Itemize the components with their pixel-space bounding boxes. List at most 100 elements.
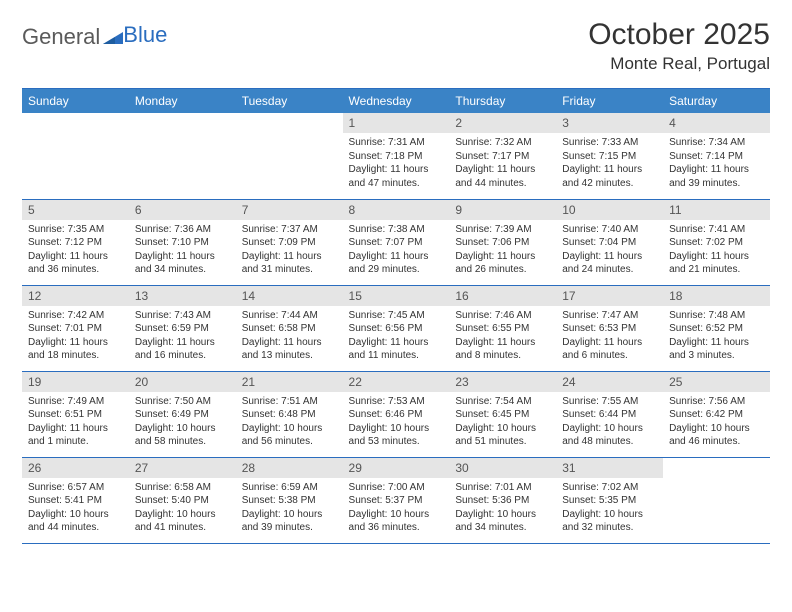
daylight-text: Daylight: 11 hours and 36 minutes. <box>28 250 123 277</box>
day-number: 1 <box>343 113 450 133</box>
day-cell: 5Sunrise: 7:35 AMSunset: 7:12 PMDaylight… <box>22 199 129 285</box>
day-cell: 6Sunrise: 7:36 AMSunset: 7:10 PMDaylight… <box>129 199 236 285</box>
day-number: 14 <box>236 286 343 306</box>
weekday-header: Saturday <box>663 89 770 114</box>
day-number: 17 <box>556 286 663 306</box>
daylight-text: Daylight: 11 hours and 21 minutes. <box>669 250 764 277</box>
day-info: Sunrise: 7:56 AMSunset: 6:42 PMDaylight:… <box>663 392 770 454</box>
day-info: Sunrise: 7:38 AMSunset: 7:07 PMDaylight:… <box>343 220 450 282</box>
day-cell: 20Sunrise: 7:50 AMSunset: 6:49 PMDayligh… <box>129 371 236 457</box>
day-number: 5 <box>22 200 129 220</box>
day-info: Sunrise: 7:39 AMSunset: 7:06 PMDaylight:… <box>449 220 556 282</box>
sunset-text: Sunset: 6:53 PM <box>562 322 657 336</box>
sunrise-text: Sunrise: 7:00 AM <box>349 481 444 495</box>
sunset-text: Sunset: 7:07 PM <box>349 236 444 250</box>
sunrise-text: Sunrise: 6:57 AM <box>28 481 123 495</box>
daylight-text: Daylight: 11 hours and 44 minutes. <box>455 163 550 190</box>
sunrise-text: Sunrise: 7:37 AM <box>242 223 337 237</box>
sunrise-text: Sunrise: 7:41 AM <box>669 223 764 237</box>
day-cell: 29Sunrise: 7:00 AMSunset: 5:37 PMDayligh… <box>343 457 450 543</box>
daylight-text: Daylight: 11 hours and 18 minutes. <box>28 336 123 363</box>
day-number: 11 <box>663 200 770 220</box>
sunset-text: Sunset: 7:02 PM <box>669 236 764 250</box>
sunrise-text: Sunrise: 7:49 AM <box>28 395 123 409</box>
day-number: 2 <box>449 113 556 133</box>
sunset-text: Sunset: 7:14 PM <box>669 150 764 164</box>
day-number: 21 <box>236 372 343 392</box>
day-cell: 27Sunrise: 6:58 AMSunset: 5:40 PMDayligh… <box>129 457 236 543</box>
sunset-text: Sunset: 6:55 PM <box>455 322 550 336</box>
day-cell: 1Sunrise: 7:31 AMSunset: 7:18 PMDaylight… <box>343 113 450 199</box>
brand-logo-icon <box>103 24 123 50</box>
day-info: Sunrise: 7:54 AMSunset: 6:45 PMDaylight:… <box>449 392 556 454</box>
location: Monte Real, Portugal <box>588 54 770 74</box>
daylight-text: Daylight: 11 hours and 31 minutes. <box>242 250 337 277</box>
day-number: 22 <box>343 372 450 392</box>
brand-logo: General Blue <box>22 18 167 50</box>
sunset-text: Sunset: 6:52 PM <box>669 322 764 336</box>
day-number: 30 <box>449 458 556 478</box>
calendar-body: 1Sunrise: 7:31 AMSunset: 7:18 PMDaylight… <box>22 113 770 543</box>
weekday-header: Thursday <box>449 89 556 114</box>
day-cell: 8Sunrise: 7:38 AMSunset: 7:07 PMDaylight… <box>343 199 450 285</box>
day-info: Sunrise: 7:01 AMSunset: 5:36 PMDaylight:… <box>449 478 556 540</box>
day-number: 8 <box>343 200 450 220</box>
daylight-text: Daylight: 10 hours and 46 minutes. <box>669 422 764 449</box>
day-number: 13 <box>129 286 236 306</box>
daylight-text: Daylight: 10 hours and 41 minutes. <box>135 508 230 535</box>
sunset-text: Sunset: 6:49 PM <box>135 408 230 422</box>
day-number: 10 <box>556 200 663 220</box>
sunrise-text: Sunrise: 7:40 AM <box>562 223 657 237</box>
sunset-text: Sunset: 7:06 PM <box>455 236 550 250</box>
daylight-text: Daylight: 11 hours and 1 minute. <box>28 422 123 449</box>
sunrise-text: Sunrise: 7:51 AM <box>242 395 337 409</box>
daylight-text: Daylight: 11 hours and 16 minutes. <box>135 336 230 363</box>
sunset-text: Sunset: 7:12 PM <box>28 236 123 250</box>
daylight-text: Daylight: 10 hours and 48 minutes. <box>562 422 657 449</box>
month-title: October 2025 <box>588 18 770 52</box>
sunrise-text: Sunrise: 7:50 AM <box>135 395 230 409</box>
day-cell: 30Sunrise: 7:01 AMSunset: 5:36 PMDayligh… <box>449 457 556 543</box>
daylight-text: Daylight: 11 hours and 34 minutes. <box>135 250 230 277</box>
sunrise-text: Sunrise: 6:58 AM <box>135 481 230 495</box>
day-info: Sunrise: 7:43 AMSunset: 6:59 PMDaylight:… <box>129 306 236 368</box>
sunrise-text: Sunrise: 7:02 AM <box>562 481 657 495</box>
day-info: Sunrise: 7:35 AMSunset: 7:12 PMDaylight:… <box>22 220 129 282</box>
day-cell: 15Sunrise: 7:45 AMSunset: 6:56 PMDayligh… <box>343 285 450 371</box>
day-cell: 13Sunrise: 7:43 AMSunset: 6:59 PMDayligh… <box>129 285 236 371</box>
sunrise-text: Sunrise: 7:53 AM <box>349 395 444 409</box>
day-info: Sunrise: 7:44 AMSunset: 6:58 PMDaylight:… <box>236 306 343 368</box>
sunrise-text: Sunrise: 6:59 AM <box>242 481 337 495</box>
day-info: Sunrise: 7:53 AMSunset: 6:46 PMDaylight:… <box>343 392 450 454</box>
calendar-page: General Blue October 2025 Monte Real, Po… <box>0 0 792 562</box>
week-row: 5Sunrise: 7:35 AMSunset: 7:12 PMDaylight… <box>22 199 770 285</box>
sunset-text: Sunset: 7:17 PM <box>455 150 550 164</box>
day-info: Sunrise: 7:48 AMSunset: 6:52 PMDaylight:… <box>663 306 770 368</box>
daylight-text: Daylight: 11 hours and 42 minutes. <box>562 163 657 190</box>
daylight-text: Daylight: 11 hours and 39 minutes. <box>669 163 764 190</box>
sunset-text: Sunset: 7:09 PM <box>242 236 337 250</box>
daylight-text: Daylight: 11 hours and 13 minutes. <box>242 336 337 363</box>
day-info: Sunrise: 7:47 AMSunset: 6:53 PMDaylight:… <box>556 306 663 368</box>
daylight-text: Daylight: 11 hours and 26 minutes. <box>455 250 550 277</box>
sunset-text: Sunset: 7:10 PM <box>135 236 230 250</box>
day-cell: 26Sunrise: 6:57 AMSunset: 5:41 PMDayligh… <box>22 457 129 543</box>
sunset-text: Sunset: 6:48 PM <box>242 408 337 422</box>
daylight-text: Daylight: 10 hours and 58 minutes. <box>135 422 230 449</box>
day-number: 28 <box>236 458 343 478</box>
sunrise-text: Sunrise: 7:33 AM <box>562 136 657 150</box>
weekday-header-row: Sunday Monday Tuesday Wednesday Thursday… <box>22 89 770 114</box>
sunrise-text: Sunrise: 7:56 AM <box>669 395 764 409</box>
sunset-text: Sunset: 6:46 PM <box>349 408 444 422</box>
sunset-text: Sunset: 7:04 PM <box>562 236 657 250</box>
daylight-text: Daylight: 10 hours and 34 minutes. <box>455 508 550 535</box>
day-number: 25 <box>663 372 770 392</box>
sunset-text: Sunset: 7:01 PM <box>28 322 123 336</box>
sunrise-text: Sunrise: 7:01 AM <box>455 481 550 495</box>
day-info: Sunrise: 7:41 AMSunset: 7:02 PMDaylight:… <box>663 220 770 282</box>
day-info: Sunrise: 7:33 AMSunset: 7:15 PMDaylight:… <box>556 133 663 195</box>
sunset-text: Sunset: 5:36 PM <box>455 494 550 508</box>
sunset-text: Sunset: 5:41 PM <box>28 494 123 508</box>
week-row: 19Sunrise: 7:49 AMSunset: 6:51 PMDayligh… <box>22 371 770 457</box>
sunrise-text: Sunrise: 7:47 AM <box>562 309 657 323</box>
